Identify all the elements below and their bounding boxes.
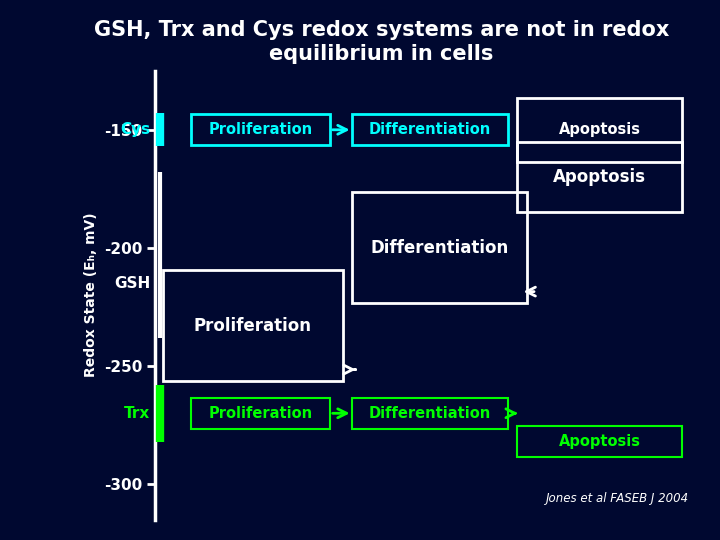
Bar	[191, 114, 330, 145]
Text: Jones et al FASEB J 2004: Jones et al FASEB J 2004	[546, 492, 689, 505]
Text: Apoptosis: Apoptosis	[554, 168, 647, 186]
Bar	[353, 192, 527, 303]
Text: GSH: GSH	[114, 276, 150, 291]
Text: Proliferation: Proliferation	[194, 317, 312, 335]
Bar	[353, 114, 508, 145]
Bar	[163, 271, 343, 381]
Bar	[518, 141, 683, 212]
Title: GSH, Trx and Cys redox systems are not in redox
equilibrium in cells: GSH, Trx and Cys redox systems are not i…	[94, 21, 670, 64]
Text: Apoptosis: Apoptosis	[559, 434, 641, 449]
Bar	[191, 398, 330, 429]
Bar	[518, 426, 683, 457]
Y-axis label: Redox State (Eₕ, mV): Redox State (Eₕ, mV)	[84, 213, 98, 377]
Text: Apoptosis: Apoptosis	[559, 122, 641, 137]
Text: Proliferation: Proliferation	[208, 406, 312, 421]
Bar	[353, 398, 508, 429]
Text: Differentiation: Differentiation	[369, 406, 491, 421]
Text: Trx: Trx	[124, 406, 150, 421]
Bar	[518, 98, 683, 161]
Text: Differentiation: Differentiation	[369, 122, 491, 137]
Text: Differentiation: Differentiation	[371, 239, 509, 257]
Text: Proliferation: Proliferation	[208, 122, 312, 137]
Text: Cys: Cys	[120, 122, 150, 137]
